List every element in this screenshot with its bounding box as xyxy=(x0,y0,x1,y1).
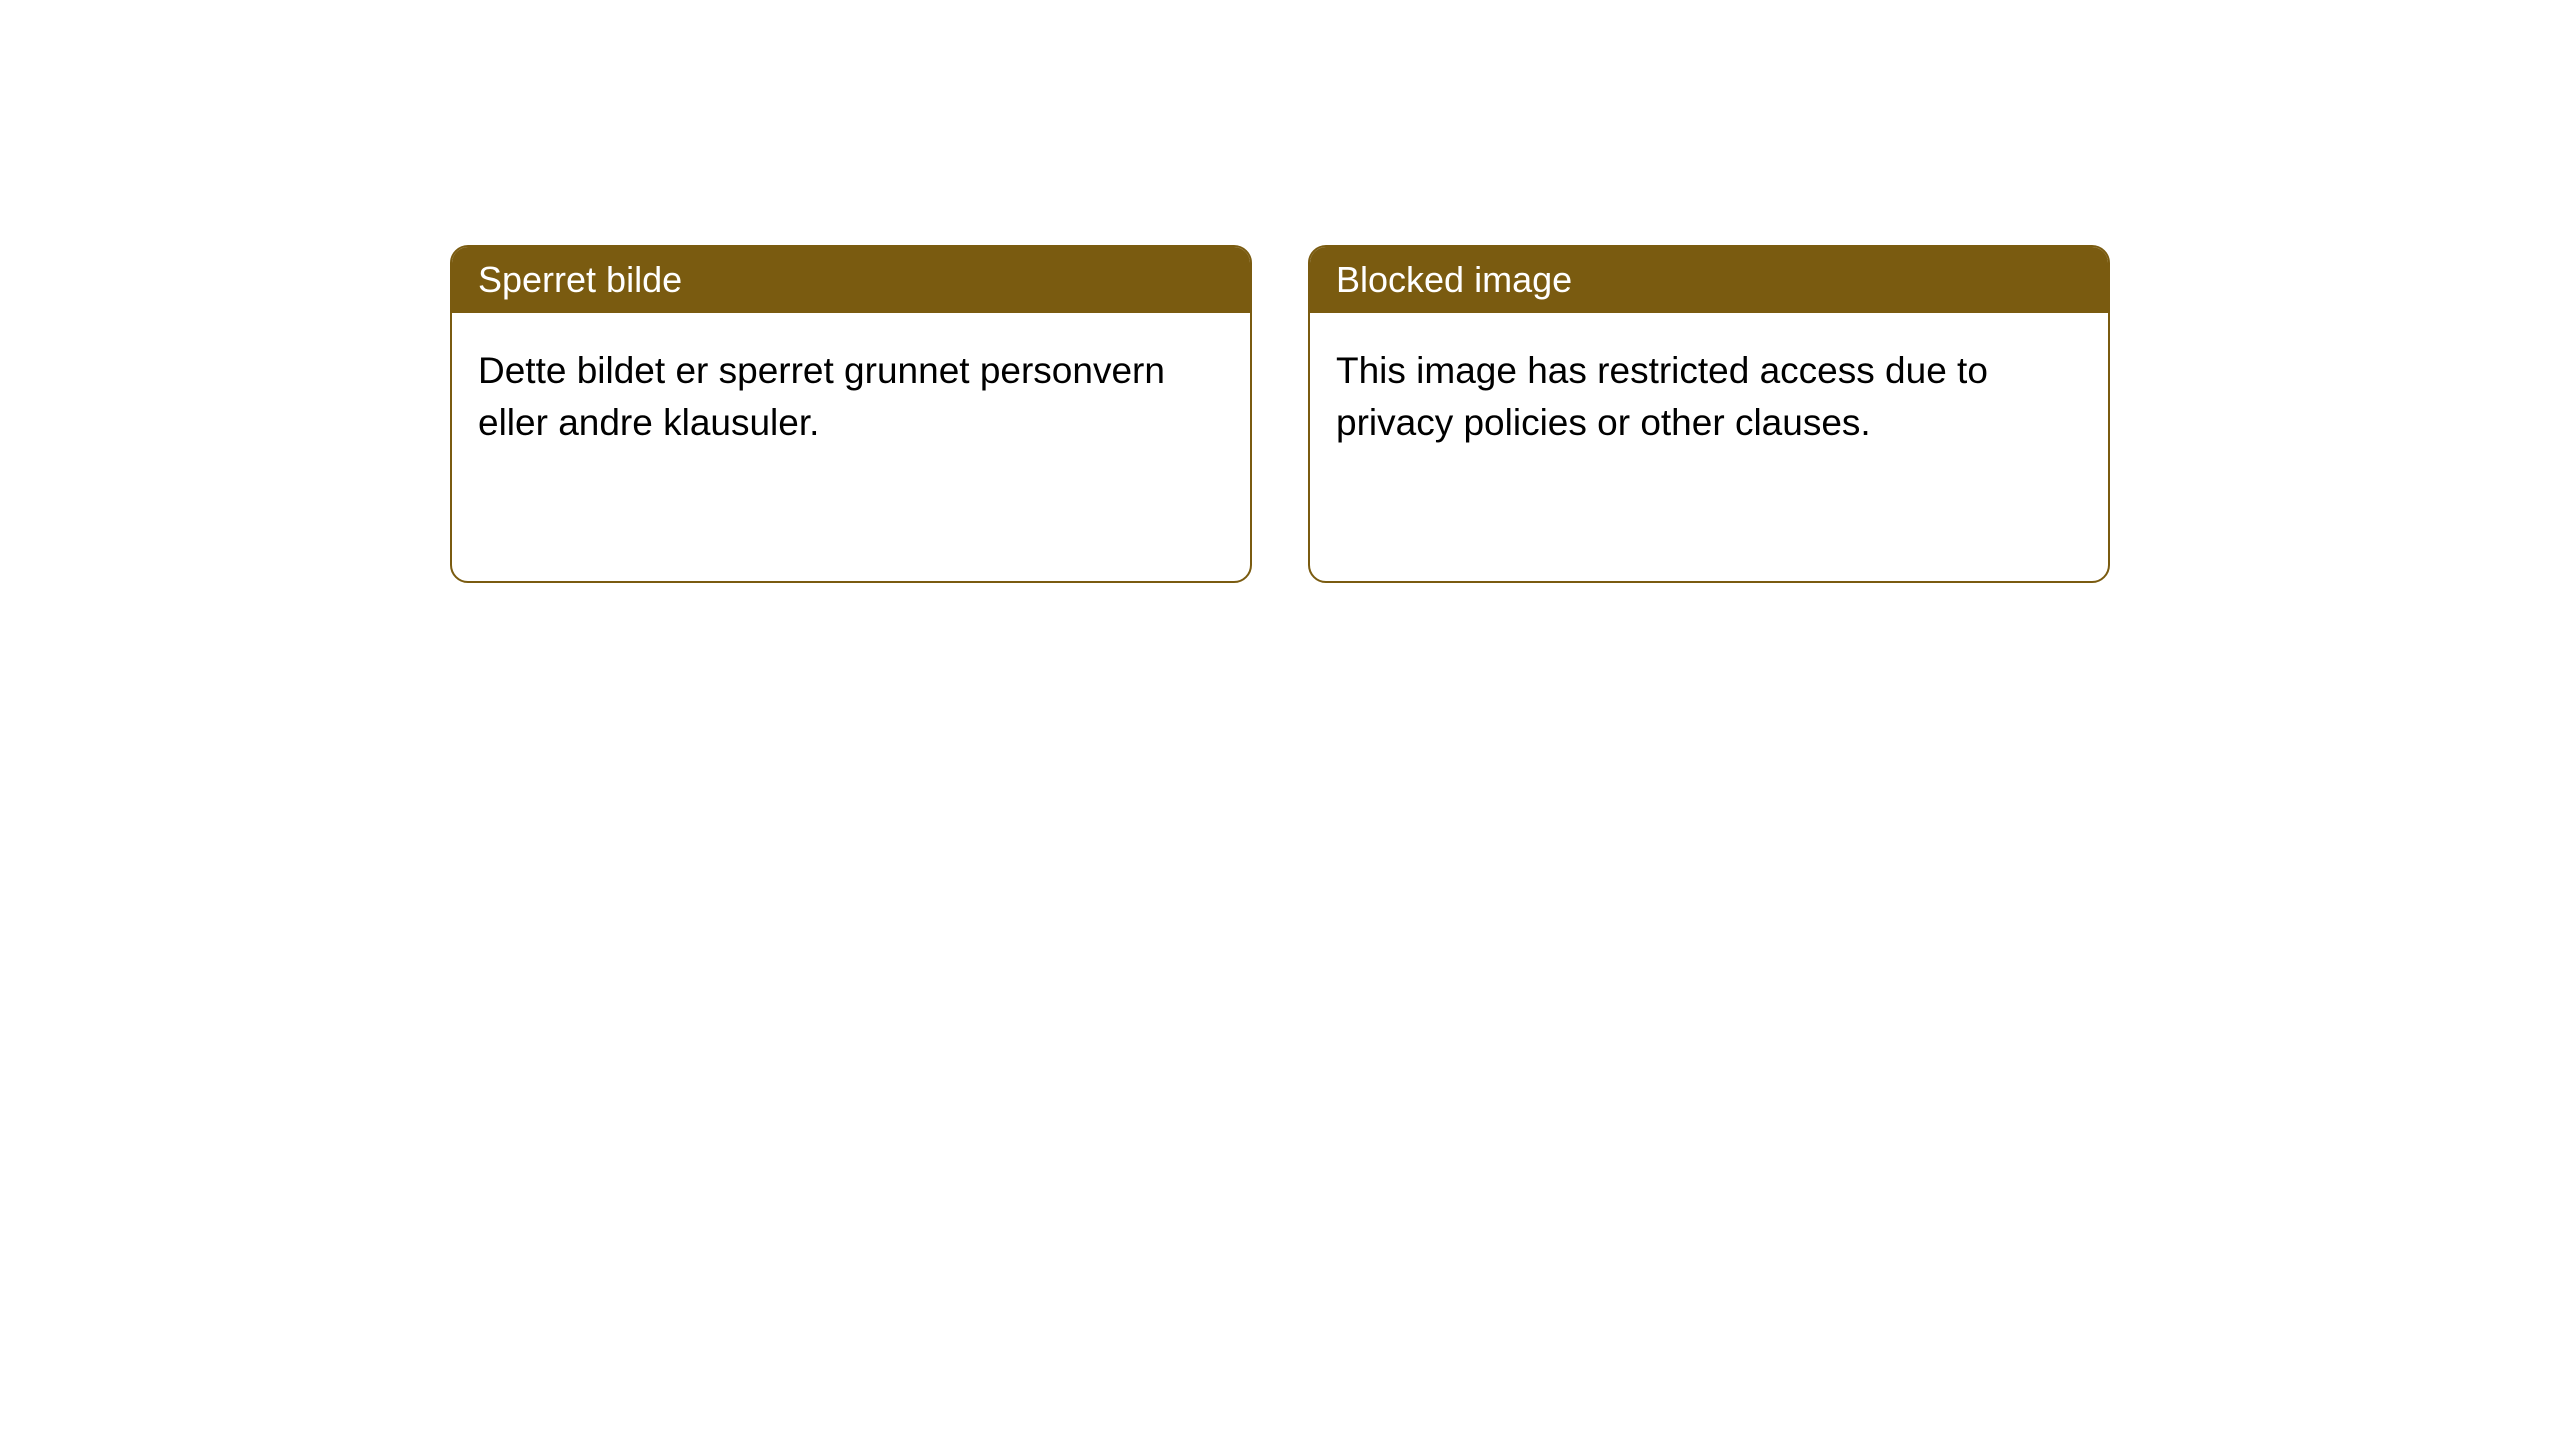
notice-card-header: Blocked image xyxy=(1310,247,2108,313)
notice-card-body: This image has restricted access due to … xyxy=(1310,313,2108,481)
notice-card-english: Blocked image This image has restricted … xyxy=(1308,245,2110,583)
notice-card-body: Dette bildet er sperret grunnet personve… xyxy=(452,313,1250,481)
notice-card-norwegian: Sperret bilde Dette bildet er sperret gr… xyxy=(450,245,1252,583)
notice-card-header: Sperret bilde xyxy=(452,247,1250,313)
notice-cards-container: Sperret bilde Dette bildet er sperret gr… xyxy=(450,245,2110,583)
